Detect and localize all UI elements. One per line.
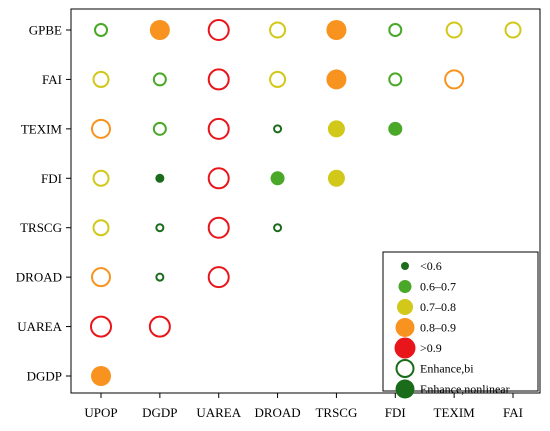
legend-swatch-b0809	[395, 318, 415, 337]
legend-label: Enhance,nonlinear	[420, 382, 510, 396]
legend-swatch-b0708	[397, 299, 413, 315]
point-uarea-fai	[207, 68, 230, 91]
points-layer	[90, 19, 522, 386]
point-upop-droad	[91, 267, 111, 288]
point-uarea-droad	[207, 266, 230, 289]
legend: <0.6 0.6–0.7 0.7–0.8 0.8–0.9 >0.9 Enhance,bi E…	[382, 251, 539, 399]
point-uarea-trscg	[207, 216, 230, 239]
point-droad-gpbe	[269, 21, 287, 39]
x-tick-label: DGDP	[142, 405, 177, 420]
point-dgdp-trscg	[155, 223, 165, 233]
point-dgdp-fai	[152, 72, 167, 87]
y-axis: GPBE FAI TEXIM FDI TRSCG DROAD UAREA DGDP	[16, 23, 71, 384]
point-dgdp-uarea	[148, 315, 171, 338]
legend-swatch-b0607	[398, 280, 412, 293]
y-tick-label: FDI	[41, 171, 62, 186]
point-droad-texim	[273, 124, 283, 134]
y-tick-label: DROAD	[16, 270, 62, 285]
point-upop-dgdp	[91, 366, 111, 386]
point-texim-gpbe	[445, 21, 463, 39]
legend-label: >0.9	[420, 341, 442, 355]
point-upop-gpbe	[94, 23, 108, 37]
plot-frame	[70, 8, 541, 394]
point-dgdp-gpbe	[149, 20, 170, 40]
point-uarea-gpbe	[207, 19, 230, 41]
x-tick-label: TEXIM	[434, 405, 476, 420]
point-upop-trscg	[92, 219, 110, 237]
point-texim-fai	[444, 69, 465, 90]
point-trscg-fai	[326, 69, 347, 90]
point-fai-gpbe	[504, 21, 522, 39]
point-upop-fai	[92, 70, 110, 88]
point-dgdp-fdi	[155, 173, 165, 183]
legend-swatch-lt06	[401, 262, 409, 270]
point-upop-texim	[91, 118, 111, 139]
point-dgdp-droad	[155, 272, 165, 282]
y-tick-label: TEXIM	[21, 121, 63, 136]
point-droad-fai	[269, 70, 287, 88]
point-droad-trscg	[273, 223, 283, 233]
legend-swatch-bi	[395, 359, 415, 378]
y-tick-label: TRSCG	[20, 220, 62, 235]
legend-label: 0.6–0.7	[420, 280, 456, 294]
y-tick-label: UAREA	[17, 319, 62, 334]
legend-label: 0.7–0.8	[420, 300, 456, 314]
point-fdi-fai	[388, 72, 403, 87]
point-trscg-texim	[327, 120, 345, 138]
legend-swatch-gt09	[394, 337, 416, 359]
legend-label: <0.6	[420, 259, 442, 273]
point-fdi-texim	[388, 121, 403, 136]
y-tick-label: FAI	[42, 72, 62, 87]
legend-swatch-nonlinear	[395, 379, 415, 399]
y-tick-label: GPBE	[29, 23, 62, 38]
x-tick-label: UAREA	[196, 405, 241, 420]
x-tick-label: UPOP	[84, 405, 117, 420]
point-upop-fdi	[92, 169, 110, 187]
point-dgdp-texim	[152, 121, 167, 136]
y-tick-label: DGDP	[27, 369, 62, 384]
point-upop-uarea	[90, 315, 112, 338]
x-tick-label: FAI	[503, 405, 523, 420]
x-tick-label: DROAD	[254, 405, 300, 420]
point-droad-fdi	[270, 171, 285, 186]
x-axis: UPOP DGDP UAREA DROAD TRSCG FDI TEXIM FAI	[84, 393, 523, 420]
point-trscg-gpbe	[326, 20, 347, 40]
point-uarea-fdi	[207, 167, 230, 190]
point-trscg-fdi	[327, 169, 345, 187]
legend-label: 0.8–0.9	[420, 321, 456, 335]
x-tick-label: TRSCG	[315, 405, 357, 420]
point-fdi-gpbe	[388, 23, 403, 37]
x-tick-label: FDI	[385, 405, 406, 420]
point-uarea-texim	[207, 117, 230, 140]
legend-label: Enhance,bi	[420, 362, 474, 376]
